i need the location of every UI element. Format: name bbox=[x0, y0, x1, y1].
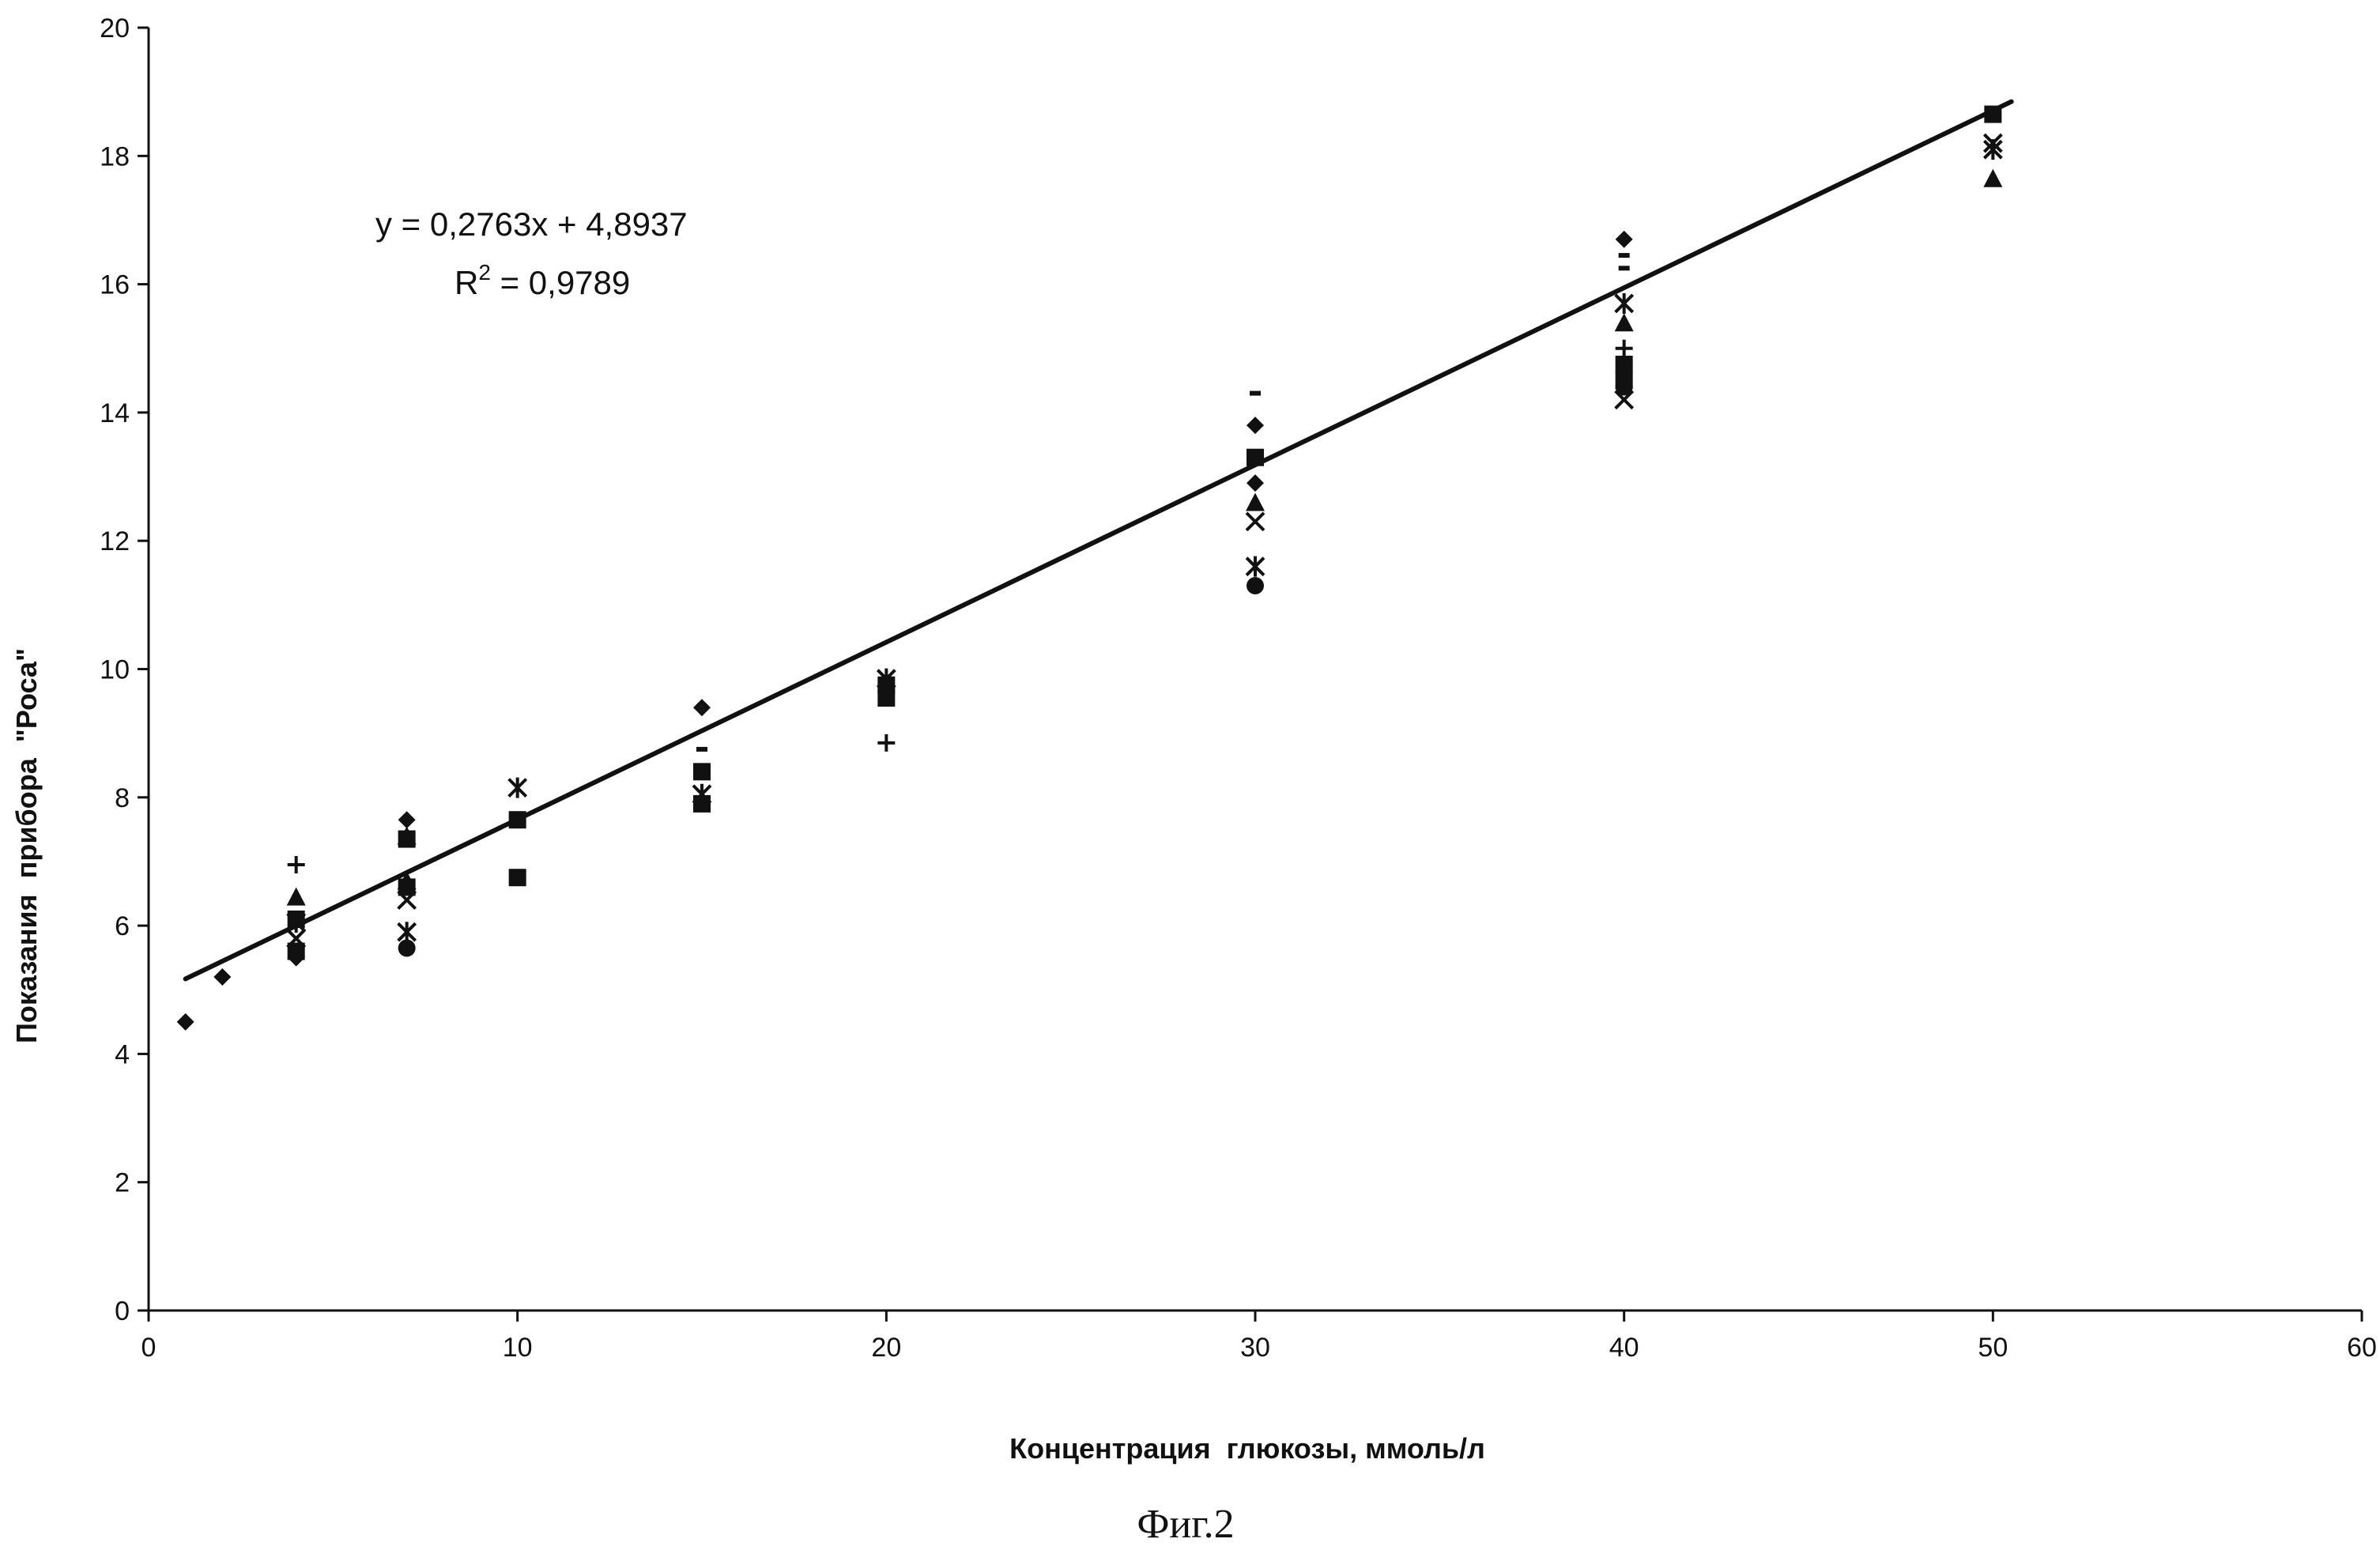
diamond-point bbox=[693, 699, 711, 716]
plus-point bbox=[1616, 340, 1633, 357]
diamond-point bbox=[1247, 417, 1264, 434]
x-tick-label: 30 bbox=[1240, 1333, 1270, 1363]
x-tick-label: 10 bbox=[503, 1333, 533, 1363]
dash-point bbox=[1619, 253, 1630, 258]
square-point bbox=[693, 763, 711, 780]
y-tick-label: 18 bbox=[100, 141, 130, 172]
y-tick-label: 12 bbox=[100, 526, 130, 556]
circle-point bbox=[1247, 577, 1264, 594]
square-point bbox=[1247, 449, 1264, 466]
x-point bbox=[1247, 513, 1264, 530]
asterisk-point bbox=[1247, 556, 1264, 577]
dash-point bbox=[1250, 391, 1261, 396]
r-squared-label: R2 = 0,9789 bbox=[455, 260, 630, 301]
square-point bbox=[509, 869, 526, 886]
r-squared-value: = 0,9789 bbox=[491, 264, 630, 301]
y-tick-label: 14 bbox=[100, 398, 130, 428]
diamond-point bbox=[213, 968, 231, 986]
dash-point bbox=[1619, 266, 1630, 270]
y-tick-label: 16 bbox=[100, 270, 130, 300]
y-tick-label: 20 bbox=[100, 13, 130, 43]
dash-point bbox=[696, 747, 707, 752]
triangle-point bbox=[287, 888, 306, 906]
data-points bbox=[177, 106, 2003, 1031]
asterisk-point bbox=[693, 784, 711, 805]
r-squared-prefix: R bbox=[455, 264, 478, 301]
diamond-point bbox=[1616, 231, 1633, 248]
triangle-point bbox=[1246, 493, 1265, 511]
x-tick-label: 40 bbox=[1609, 1333, 1639, 1363]
r-squared-superscript: 2 bbox=[478, 260, 491, 285]
triangle-point bbox=[1615, 313, 1634, 331]
plus-point bbox=[877, 734, 895, 752]
y-tick-label: 6 bbox=[115, 911, 130, 941]
circle-point bbox=[1616, 378, 1633, 395]
triangle-point bbox=[1983, 169, 2002, 187]
x-tick-label: 0 bbox=[141, 1333, 157, 1363]
circle-point bbox=[398, 940, 416, 957]
plus-point bbox=[288, 856, 305, 873]
asterisk-point bbox=[509, 778, 526, 798]
diamond-point bbox=[177, 1013, 194, 1031]
y-tick-label: 8 bbox=[115, 783, 130, 813]
square-point bbox=[509, 811, 526, 828]
x-axis-title: Концентрация глюкозы, ммоль/л bbox=[1009, 1432, 1485, 1465]
y-tick-label: 4 bbox=[115, 1039, 130, 1069]
asterisk-point bbox=[398, 922, 416, 942]
y-tick-label: 2 bbox=[115, 1168, 130, 1198]
x-tick-label: 60 bbox=[2347, 1333, 2377, 1363]
asterisk-point bbox=[1616, 293, 1633, 314]
y-tick-label: 10 bbox=[100, 655, 130, 685]
square-point bbox=[1984, 106, 2001, 123]
x-tick-label: 50 bbox=[1978, 1333, 2008, 1363]
x-tick-label: 20 bbox=[871, 1333, 901, 1363]
y-axis-title: Показания прибора "Роса" bbox=[10, 648, 43, 1043]
square-point bbox=[1616, 356, 1633, 373]
diamond-point bbox=[1247, 474, 1264, 492]
diamond-point bbox=[398, 811, 416, 828]
figure-caption: Фиг.2 bbox=[1137, 1502, 1234, 1547]
y-tick-label: 0 bbox=[115, 1296, 130, 1326]
trendline-equation: y = 0,2763x + 4,8937 bbox=[375, 206, 688, 243]
